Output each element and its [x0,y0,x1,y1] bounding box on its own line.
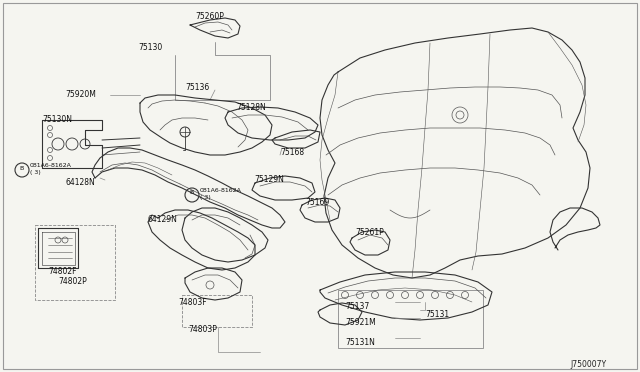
Text: 75128N: 75128N [236,103,266,112]
Text: 75136: 75136 [185,83,209,92]
Text: 75260P: 75260P [195,12,224,21]
Text: 64128N: 64128N [65,178,95,187]
Text: ( 3): ( 3) [30,170,41,175]
Text: 75130N: 75130N [42,115,72,124]
Text: 75130: 75130 [138,43,163,52]
Text: 64129N: 64129N [148,215,178,224]
Text: 75261P: 75261P [355,228,384,237]
Text: 75129N: 75129N [254,175,284,184]
Bar [35,225,115,300]
Text: 75131N: 75131N [345,338,375,347]
Text: ( 3): ( 3) [200,195,211,200]
Text: 75137: 75137 [345,302,369,311]
Text: 74802P: 74802P [58,277,87,286]
Text: B: B [190,190,194,196]
Text: 75169: 75169 [305,198,329,207]
Text: 75920M: 75920M [65,90,96,99]
Text: 081A6-8162A: 081A6-8162A [30,163,72,168]
Text: 081A6-8162A: 081A6-8162A [200,188,242,193]
Text: 74803P: 74803P [188,325,217,334]
Text: B: B [20,166,24,170]
Text: 74803F: 74803F [178,298,207,307]
Text: 75921M: 75921M [345,318,376,327]
Text: J750007Y: J750007Y [570,360,606,369]
Text: 75168: 75168 [280,148,304,157]
Bar [338,290,483,348]
Text: 74802F: 74802F [48,267,77,276]
Text: 75131: 75131 [425,310,449,319]
Bar [182,295,252,327]
